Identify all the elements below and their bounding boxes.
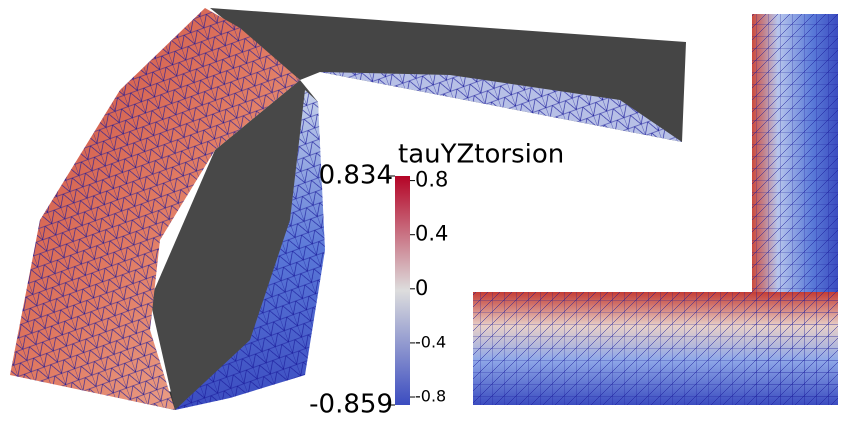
tick-label: 0 — [415, 276, 428, 300]
color-bar — [395, 176, 410, 405]
l-horizontal-mesh — [473, 292, 838, 405]
range-max: 0.834 — [319, 161, 393, 191]
range-min: -0.859 — [309, 390, 393, 420]
tick-label: 0.8 — [415, 168, 448, 192]
tick-label: -0.4 — [415, 332, 446, 351]
tick-label: 0.4 — [415, 222, 448, 246]
scene: tauYZtorsion 0.834 -0.859 0.8 0.4 0 -0.4 -0.8 — [0, 0, 854, 428]
tick-label: -0.8 — [415, 387, 446, 406]
legend-title: tauYZtorsion — [398, 140, 564, 170]
